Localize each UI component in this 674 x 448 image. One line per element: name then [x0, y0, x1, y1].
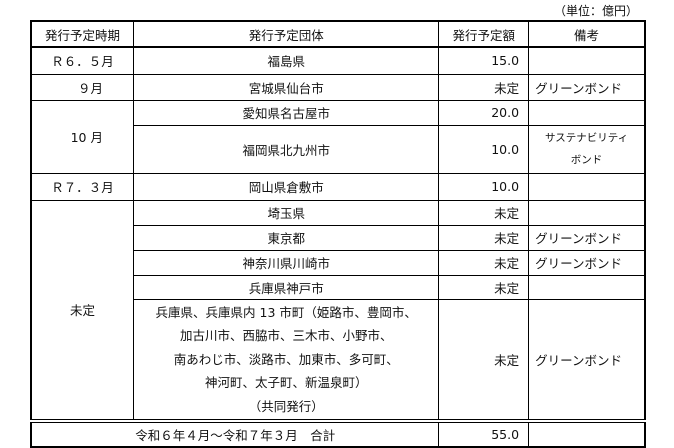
note-cell: [528, 99, 646, 126]
issuer-line: （共同発行）: [248, 398, 324, 414]
header-period: 発行予定時期: [30, 20, 134, 48]
period-cell: ９月: [30, 73, 134, 101]
header-note: 備考: [528, 20, 646, 48]
note-cell: [528, 46, 646, 75]
period-cell: 10 月: [30, 99, 134, 174]
note-cell: サステナビリティ ボンド: [528, 124, 646, 174]
amount-cell: 10.0: [438, 124, 530, 174]
issuer-line: 兵庫県、兵庫県内 13 市町（姫路市、豊岡市、: [155, 304, 417, 320]
note-cell: [528, 172, 646, 201]
amount-cell: 未定: [438, 274, 530, 300]
issuer-cell: 兵庫県、兵庫県内 13 市町（姫路市、豊岡市、 加古川市、西脇市、三木市、小野市…: [132, 298, 440, 422]
table-row: 兵庫県神戸市 未定: [31, 274, 646, 300]
note-cell: [528, 274, 646, 300]
table-row: 東京都 未定 グリーンボンド: [31, 224, 646, 251]
total-amount: 55.0: [438, 419, 530, 448]
amount-cell: 20.0: [438, 99, 530, 126]
table-row: 兵庫県、兵庫県内 13 市町（姫路市、豊岡市、 加古川市、西脇市、三木市、小野市…: [31, 298, 646, 422]
unit-label: （単位：億円）: [553, 4, 638, 18]
period-cell: Ｒ７．３月: [30, 172, 134, 201]
issuer-cell: 福島県: [132, 46, 440, 75]
table-row: ９月 宮城県仙台市 未定 グリーンボンド: [30, 73, 646, 101]
amount-cell: 未定: [438, 73, 530, 101]
table-row: 福岡県北九州市 10.0 サステナビリティ ボンド: [31, 124, 646, 174]
issuer-line: 南あわじ市、淡路市、加東市、多可町、: [173, 351, 399, 367]
table-header-row: 発行予定時期 発行予定団体 発行予定額 備考: [30, 20, 646, 48]
issuer-cell: 岡山県倉敷市: [132, 172, 440, 201]
amount-cell: 15.0: [438, 46, 530, 75]
issuer-cell: 福岡県北九州市: [132, 124, 440, 174]
bond-issuance-table: 発行予定時期 発行予定団体 発行予定額 備考 Ｒ６．５月 福島県 15.0 ９月…: [30, 20, 646, 448]
note-cell: グリーンボンド: [528, 249, 646, 276]
header-issuer: 発行予定団体: [132, 20, 440, 48]
issuer-cell: 埼玉県: [132, 199, 440, 226]
table-row: 10 月 愛知県名古屋市 20.0: [30, 99, 646, 174]
issuer-cell: 神奈川県川崎市: [132, 249, 440, 276]
issuer-cell: 愛知県名古屋市: [132, 99, 440, 126]
total-note: [528, 419, 646, 448]
issuer-line: 神河町、太子町、新温泉町）: [204, 375, 368, 390]
note-line: ボンド: [570, 154, 603, 166]
table-row: Ｒ６．５月 福島県 15.0: [30, 46, 646, 75]
amount-cell: 10.0: [438, 172, 530, 201]
amount-cell: 未定: [438, 199, 530, 226]
table-row: Ｒ７．３月 岡山県倉敷市 10.0: [30, 172, 646, 201]
header-amount: 発行予定額: [438, 20, 530, 48]
amount-cell: 未定: [438, 249, 530, 276]
total-row: 令和６年４月～令和７年３月 合計 55.0: [30, 419, 646, 448]
period-cell: 未定: [30, 199, 134, 422]
issuer-cell: 兵庫県神戸市: [132, 274, 440, 300]
note-cell: グリーンボンド: [528, 73, 646, 101]
note-cell: グリーンボンド: [528, 224, 646, 251]
note-cell: グリーンボンド: [528, 298, 646, 422]
issuer-cell: 宮城県仙台市: [132, 73, 440, 101]
note-cell: [528, 199, 646, 226]
issuer-line: 加古川市、西脇市、三木市、小野市、: [179, 328, 393, 343]
note-line: サステナビリティ: [544, 132, 629, 144]
issuer-cell: 東京都: [132, 224, 440, 251]
amount-cell: 未定: [438, 298, 530, 422]
amount-cell: 未定: [438, 224, 530, 251]
period-cell: Ｒ６．５月: [30, 46, 134, 75]
table-row: 未定 埼玉県 未定: [30, 199, 646, 422]
total-label: 令和６年４月～令和７年３月 合計: [30, 419, 440, 448]
